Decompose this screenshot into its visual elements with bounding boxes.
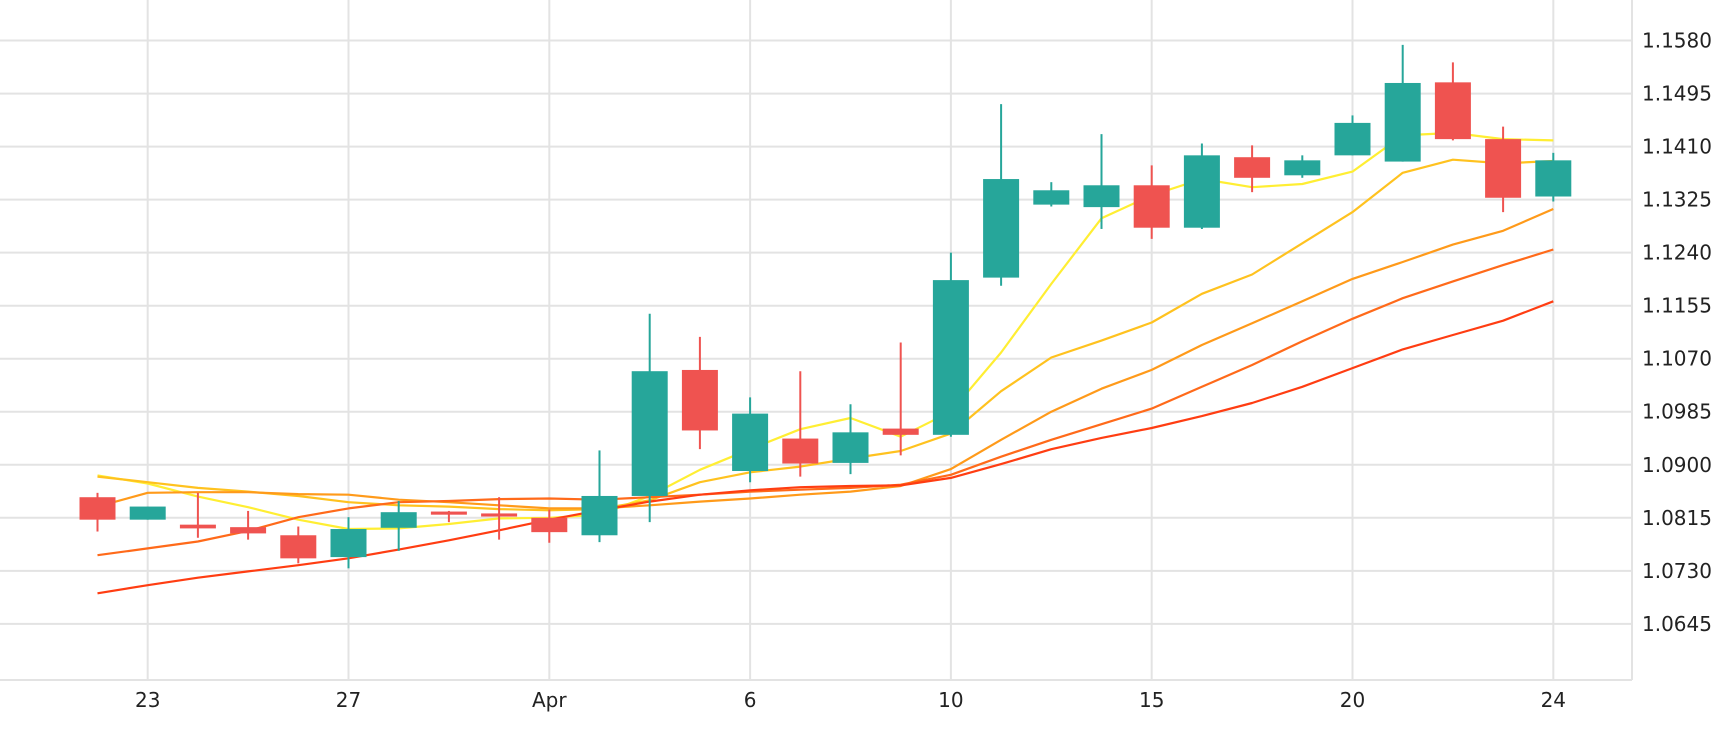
- candle-up: [581, 450, 618, 543]
- y-axis: 1.1580 1.1495 1.1410 1.1325 1.1240 1.1155 1.10…: [1642, 29, 1712, 636]
- candle-body: [1234, 157, 1271, 178]
- candle-body: [1083, 185, 1120, 208]
- candle-body: [1535, 160, 1572, 197]
- candle-down: [481, 497, 518, 540]
- candle-up: [1284, 155, 1321, 178]
- candle-down: [1133, 165, 1170, 239]
- y-tick-label: 1.1155: [1642, 294, 1712, 318]
- x-tick-label: 27: [336, 688, 361, 712]
- candle-up: [932, 252, 969, 437]
- candle-up: [1535, 152, 1572, 202]
- x-tick-label: 20: [1340, 688, 1365, 712]
- candle-down: [531, 509, 568, 543]
- candle-body: [1434, 82, 1471, 140]
- candle-up: [1334, 115, 1371, 156]
- ma-line-3: [97, 207, 1554, 510]
- candle-body: [983, 179, 1020, 278]
- candle-down: [1485, 126, 1522, 213]
- y-tick-label: 1.1580: [1642, 29, 1712, 53]
- candle-body: [782, 438, 819, 464]
- candle-up: [129, 506, 166, 520]
- ma-line-4: [97, 248, 1554, 557]
- candle-body: [1485, 139, 1522, 198]
- y-tick-label: 1.0730: [1642, 559, 1712, 583]
- x-axis: 23 27 Apr 6 10 15 20 24: [135, 688, 1566, 712]
- candle-up: [631, 313, 668, 523]
- candle-up: [832, 404, 869, 475]
- candle-up: [983, 104, 1020, 286]
- candle-body: [631, 371, 668, 496]
- candle-body: [230, 527, 267, 534]
- candle-up: [380, 500, 417, 551]
- y-tick-label: 1.0645: [1642, 612, 1712, 636]
- candle-up: [732, 397, 769, 483]
- candle-down: [1434, 62, 1471, 141]
- candle-down: [280, 526, 317, 564]
- candle-body: [1334, 122, 1371, 156]
- y-tick-label: 1.1240: [1642, 241, 1712, 265]
- candle-body: [280, 535, 317, 559]
- y-tick-label: 1.1070: [1642, 347, 1712, 371]
- candle-up: [1083, 134, 1120, 229]
- candle-down: [79, 492, 116, 532]
- y-tick-label: 1.0815: [1642, 506, 1712, 530]
- y-tick-label: 1.1325: [1642, 188, 1712, 212]
- candle-up: [1183, 143, 1220, 229]
- x-tick-label: 24: [1541, 688, 1566, 712]
- candle-body: [79, 497, 116, 520]
- candle-body: [1384, 82, 1421, 162]
- candle-down: [230, 510, 267, 540]
- candle-down: [1234, 145, 1271, 193]
- candle-body: [1284, 160, 1321, 176]
- candle-body: [882, 428, 919, 435]
- candle-down: [430, 510, 467, 523]
- moving-average-lines: [97, 131, 1554, 595]
- ma-line-2: [97, 158, 1554, 512]
- ma-line-1: [97, 131, 1554, 531]
- candle-body: [129, 506, 166, 520]
- candle-body: [531, 517, 568, 533]
- candle-up: [1033, 182, 1070, 207]
- candle-body: [1033, 190, 1070, 205]
- y-tick-label: 1.1495: [1642, 82, 1712, 106]
- candle-body: [380, 512, 417, 528]
- candle-down: [681, 336, 718, 450]
- y-tick-label: 1.0900: [1642, 453, 1712, 477]
- candle-body: [330, 529, 367, 558]
- candle-up: [1384, 44, 1421, 162]
- candle-body: [581, 495, 618, 536]
- candle-body: [932, 280, 969, 435]
- candle-body: [1133, 185, 1170, 228]
- x-tick-label: 23: [135, 688, 160, 712]
- candle-up: [330, 517, 367, 569]
- candle-down: [782, 371, 819, 477]
- candle-body: [430, 511, 467, 515]
- candles: [79, 44, 1572, 569]
- x-tick-label: Apr: [532, 688, 567, 712]
- x-tick-label: 6: [744, 688, 757, 712]
- candle-down: [882, 342, 919, 456]
- x-tick-label: 15: [1139, 688, 1164, 712]
- ma-line-5: [97, 300, 1554, 595]
- candle-body: [179, 524, 216, 529]
- candle-body: [481, 513, 518, 517]
- y-tick-label: 1.1410: [1642, 135, 1712, 159]
- candle-body: [1183, 155, 1220, 228]
- candle-body: [681, 369, 718, 431]
- y-tick-label: 1.0985: [1642, 400, 1712, 424]
- candle-body: [732, 413, 769, 472]
- candle-down: [179, 492, 216, 538]
- x-tick-label: 10: [938, 688, 963, 712]
- gridlines: [0, 0, 1633, 681]
- candle-body: [832, 432, 869, 463]
